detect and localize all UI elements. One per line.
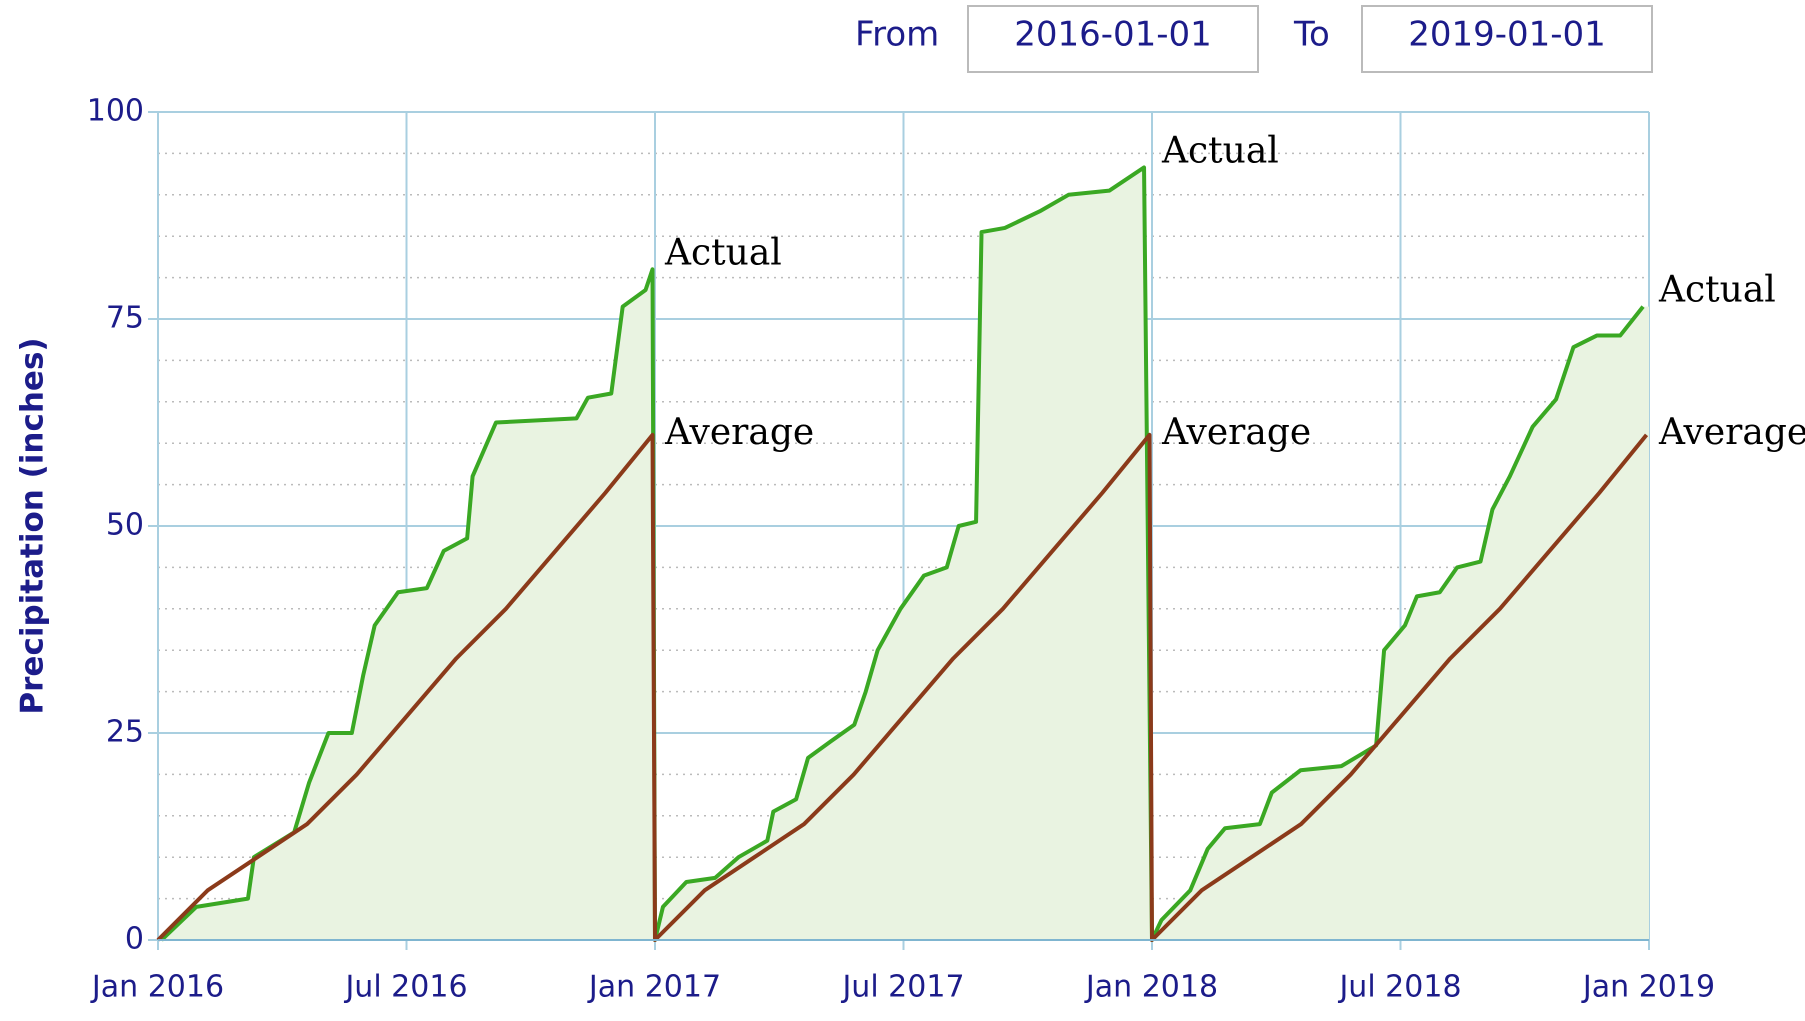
x-tick-label: Jul 2016 (343, 970, 467, 1005)
y-tick-label: 0 (125, 922, 144, 957)
series-line (160, 165, 1645, 942)
annotation: Average (1161, 412, 1311, 453)
annotation: Average (664, 412, 814, 453)
to-value[interactable]: 2019-01-01 (1408, 15, 1606, 55)
y-tick-label: 75 (106, 301, 144, 336)
series-line (156, 432, 1649, 942)
x-tick-label: Jul 2018 (1337, 970, 1461, 1005)
area-fill (161, 167, 1649, 940)
annotation: Actual (664, 232, 782, 273)
y-tick-label: 50 (106, 508, 144, 543)
x-tick-label: Jan 2016 (90, 970, 224, 1005)
annotation: Actual (1658, 270, 1776, 311)
y-tick-label: 25 (106, 715, 144, 750)
x-tick-label: Jan 2019 (1581, 970, 1715, 1005)
from-input[interactable] (967, 5, 1259, 73)
to-label: To (1293, 15, 1330, 55)
annotation: Average (1658, 412, 1805, 453)
to-input[interactable] (1361, 5, 1653, 73)
y-axis-label: Precipitation (inches) (15, 337, 51, 714)
x-tick-label: Jan 2018 (1084, 970, 1218, 1005)
x-tick-label: Jan 2017 (587, 970, 721, 1005)
annotation: Actual (1161, 130, 1279, 171)
from-value[interactable]: 2016-01-01 (1014, 15, 1212, 55)
x-tick-label: Jul 2017 (840, 970, 964, 1005)
from-label: From (855, 15, 939, 55)
y-tick-label: 100 (87, 94, 144, 129)
